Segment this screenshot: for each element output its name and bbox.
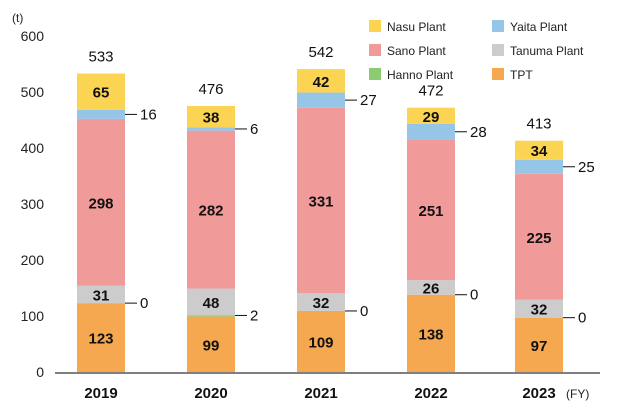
bar-segment-tanuma-plant [407,280,455,295]
legend-entry: Hanno Plant [387,68,454,82]
bar-segment-sano-plant [187,130,235,289]
total-label: 476 [198,81,223,98]
data-label: 26 [423,280,440,297]
data-label: 38 [203,110,220,127]
y-tick-label: 0 [36,364,44,380]
y-tick-label: 200 [21,252,45,268]
y-tick-label: 600 [21,28,45,44]
data-label: 251 [418,203,443,220]
data-label: 65 [93,85,110,102]
data-label: 99 [203,337,220,354]
callout-label: 2 [250,307,258,324]
data-label: 123 [88,331,113,348]
callout-label: 0 [360,303,368,320]
bar-segment-tpt [407,294,455,372]
data-label: 34 [531,143,548,160]
x-tick-label: 2020 [194,385,227,402]
data-label: 331 [308,193,333,210]
bar-segment-yaita-plant [187,127,235,131]
bar-segment-tpt [515,317,563,372]
bar-segment-yaita-plant [515,159,563,174]
x-tick-label: 2019 [84,385,117,402]
callout-label: 27 [360,92,377,109]
data-label: 298 [88,195,113,212]
y-tick-label: 400 [21,140,45,156]
bar-segment-yaita-plant [297,92,345,108]
bar-segment-nasu-plant [407,107,455,124]
legend-swatch [369,68,381,80]
data-label: 282 [198,203,223,220]
data-label: 138 [418,326,443,343]
callout-label: 16 [140,106,157,123]
callout-label: 6 [250,121,258,138]
callout-label: 0 [140,295,148,312]
x-tick-label: 2022 [414,385,447,402]
legend-entry: Yaita Plant [510,20,568,34]
total-label: 533 [88,49,113,66]
data-label: 32 [531,302,548,319]
total-label: 413 [526,116,551,133]
data-label: 32 [313,295,330,312]
legend-swatch [492,68,504,80]
data-label: 42 [313,74,330,91]
bar-segment-sano-plant [77,118,125,286]
callout-label: 0 [470,287,478,304]
total-label: 472 [418,83,443,100]
bar-segment-tpt [297,310,345,372]
callout-label: 0 [578,310,586,327]
data-label: 97 [531,338,548,355]
bar-segment-hanno-plant [187,315,235,317]
y-unit-label: (t) [12,11,23,25]
bar-segment-nasu-plant [297,69,345,93]
bar-segment-sano-plant [407,139,455,281]
bar-segment-nasu-plant [515,140,563,160]
bar-segment-tanuma-plant [297,293,345,311]
bar-segment-tpt [77,303,125,372]
callout-label: 28 [470,124,487,141]
data-label: 225 [526,230,551,247]
bar-segment-tanuma-plant [77,285,125,304]
data-label: 31 [93,287,110,304]
bar-segment-tpt [187,316,235,372]
x-tick-label: 2021 [304,385,337,402]
legend-swatch [369,20,381,32]
legend-entry: Nasu Plant [387,20,446,34]
bar-segment-tanuma-plant [187,288,235,316]
y-tick-label: 500 [21,84,45,100]
legend-swatch [492,44,504,56]
legend-swatch [369,44,381,56]
data-label: 29 [423,109,440,126]
y-tick-label: 300 [21,196,45,212]
bar-segment-yaita-plant [407,123,455,140]
total-label: 542 [308,44,333,61]
callout-label: 25 [578,159,595,176]
x-tick-label: 2023 [522,385,555,402]
bar-segment-sano-plant [297,107,345,294]
bar-segment-yaita-plant [77,109,125,119]
data-label: 109 [308,334,333,351]
legend-entry: Sano Plant [387,44,446,58]
y-tick-label: 100 [21,308,45,324]
fy-label: (FY) [566,387,589,401]
legend-entry: TPT [510,68,533,82]
bar-segment-sano-plant [515,173,563,300]
legend-swatch [492,20,504,32]
data-label: 48 [203,295,220,312]
bar-segment-nasu-plant [77,73,125,110]
bar-segment-tanuma-plant [515,299,563,318]
bar-segment-nasu-plant [187,106,235,128]
legend-entry: Tanuma Plant [510,44,584,58]
